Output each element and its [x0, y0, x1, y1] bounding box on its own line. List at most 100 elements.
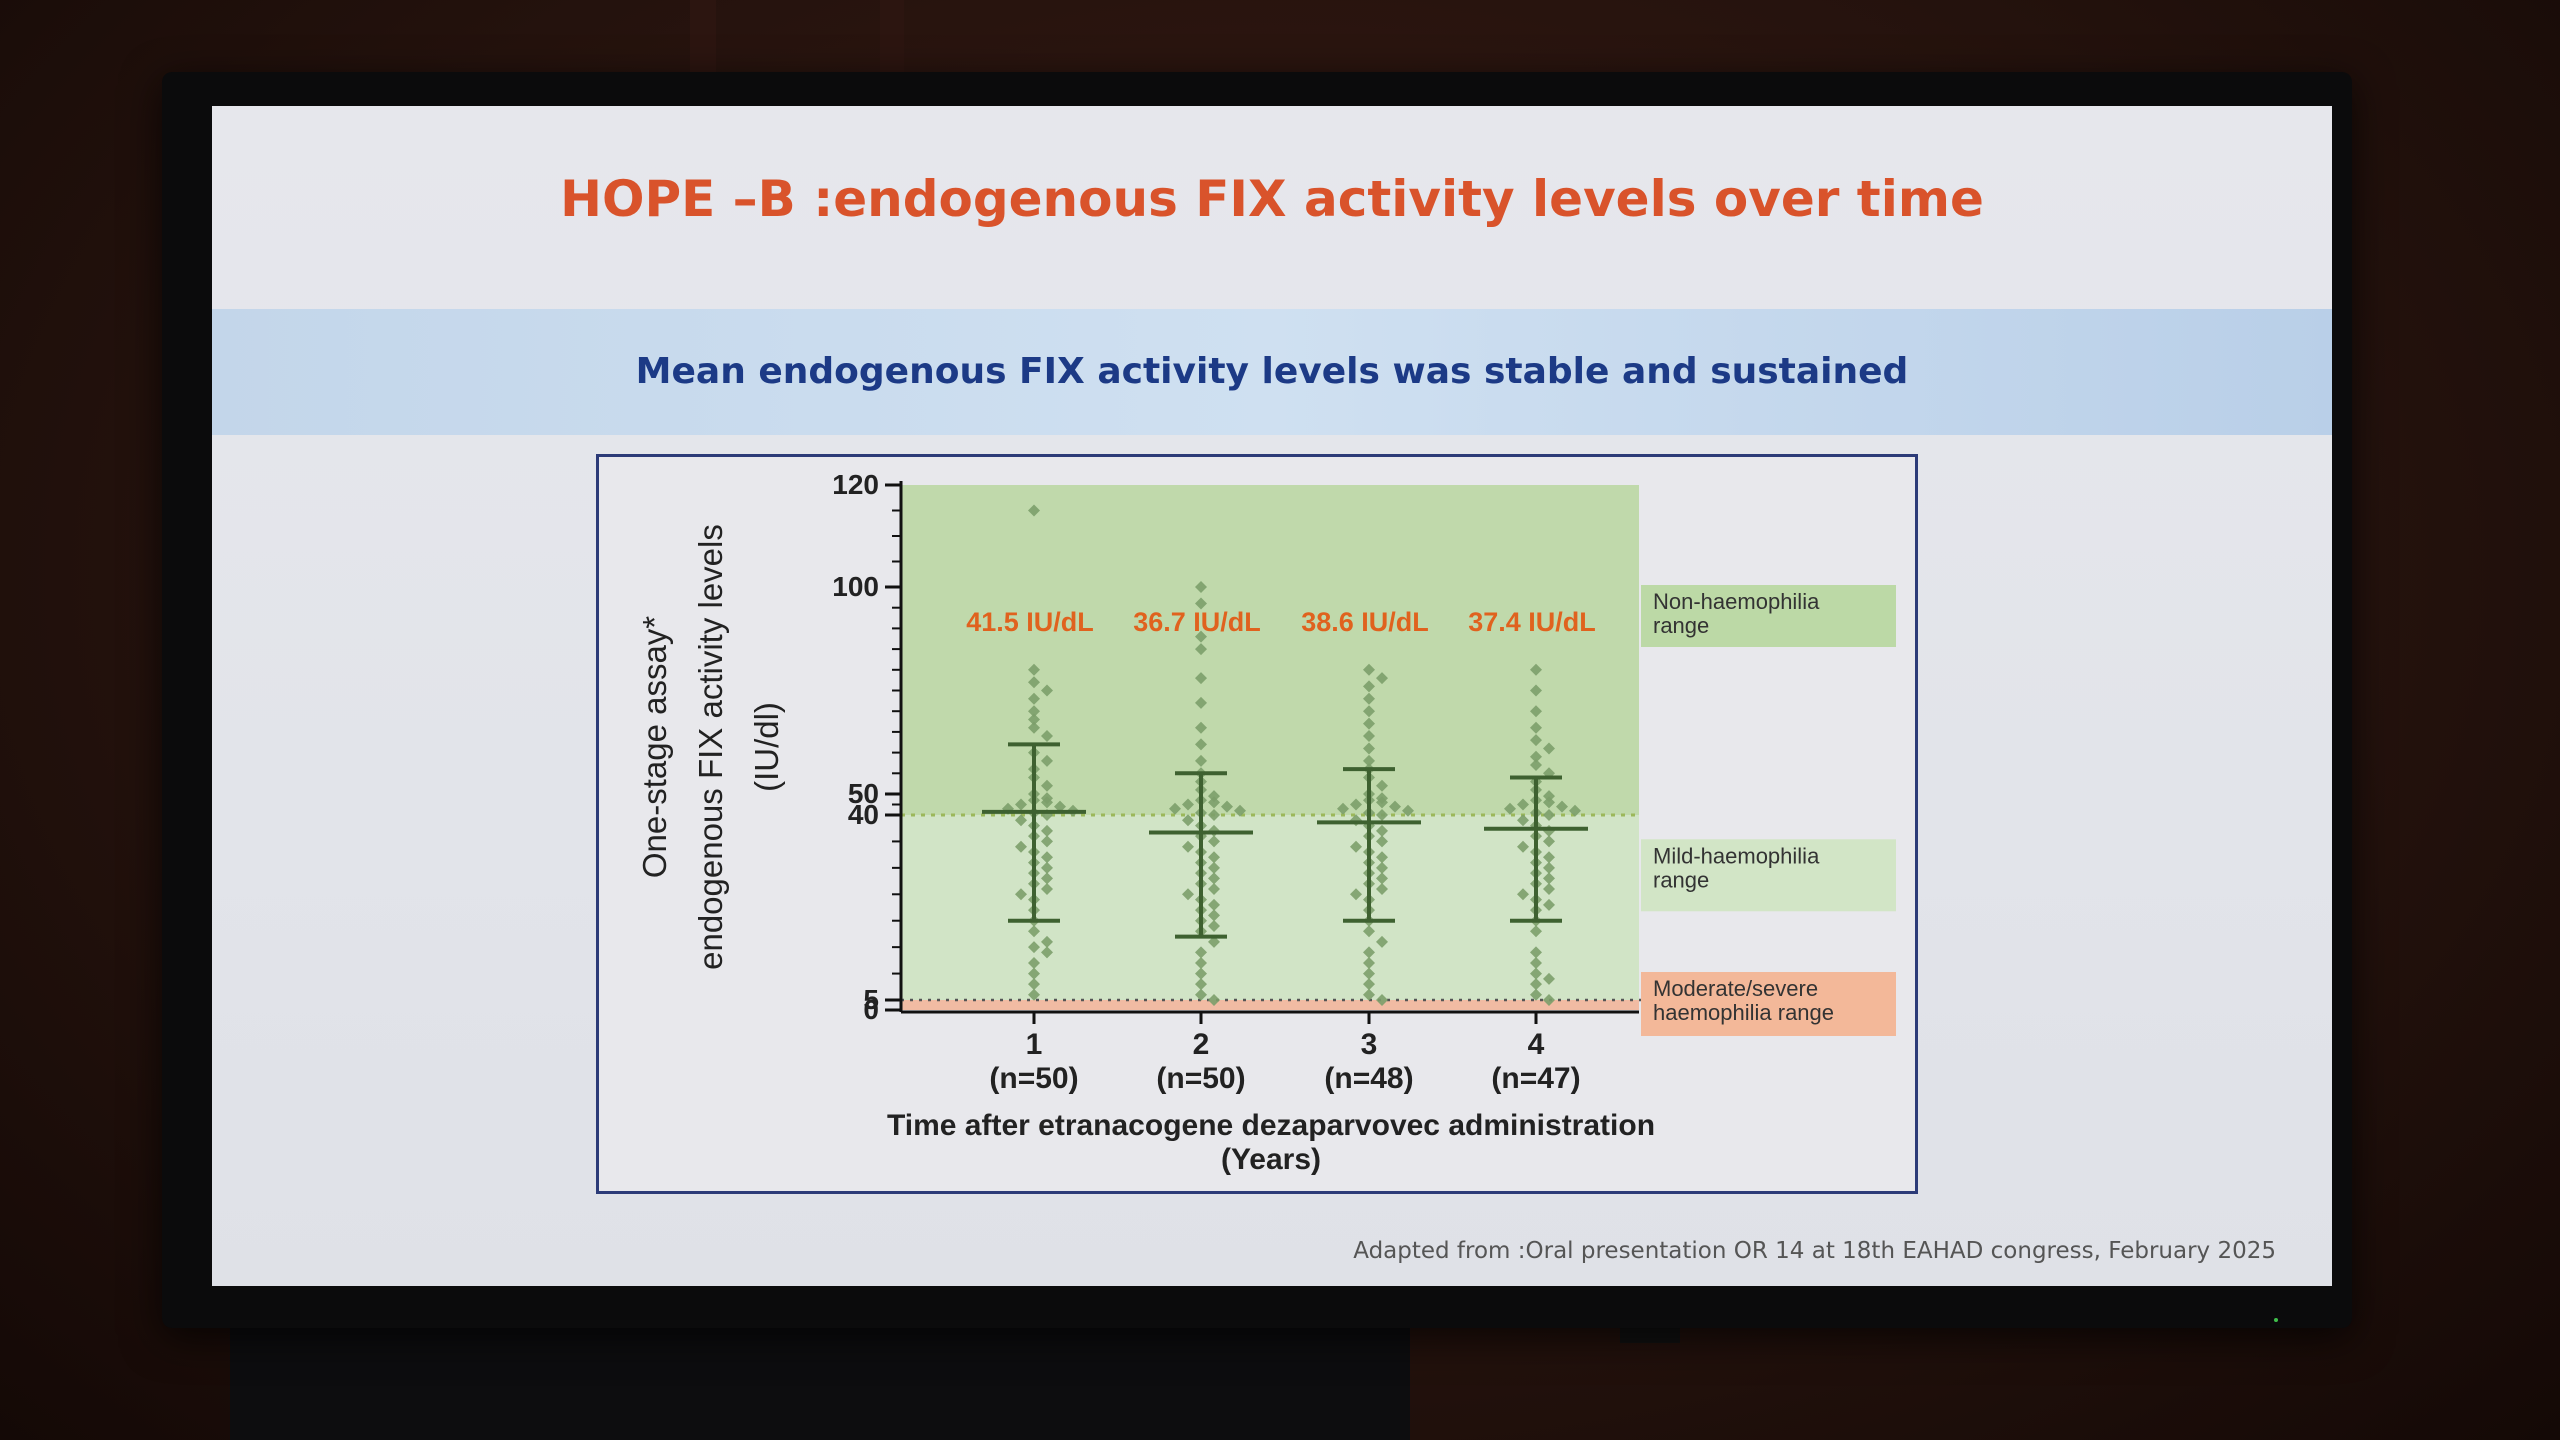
data-point: [1028, 663, 1040, 676]
data-point: [1543, 872, 1555, 885]
data-point: [1363, 663, 1375, 676]
data-point: [1195, 946, 1207, 959]
mean-value-label: 41.5 IU/dL: [966, 607, 1094, 637]
data-point: [1234, 804, 1246, 817]
x-tick-label: 2: [1193, 1028, 1210, 1061]
data-point: [1363, 742, 1375, 755]
slide-subtitle: Mean endogenous FIX activity levels was …: [635, 351, 1909, 392]
data-point: [1543, 790, 1555, 803]
data-point: [1376, 779, 1388, 792]
data-point: [1543, 898, 1555, 911]
mean-value-label: 37.4 IU/dL: [1468, 607, 1596, 637]
mean-value-label: 36.7 IU/dL: [1133, 607, 1261, 637]
x-tick-label: 4: [1528, 1028, 1545, 1061]
x-tick-n-label: (n=47): [1491, 1062, 1580, 1095]
data-point: [1182, 814, 1194, 827]
data-point: [1376, 861, 1388, 874]
data-point: [1208, 809, 1220, 821]
data-point: [1195, 957, 1207, 969]
data-point: [1517, 798, 1529, 811]
data-point: [1530, 734, 1542, 747]
data-point: [1363, 717, 1375, 730]
data-point: [1182, 798, 1194, 811]
data-point: [1350, 888, 1362, 901]
data-point: [1543, 796, 1555, 809]
data-point: [1028, 988, 1040, 1001]
x-tick-n-label: (n=48): [1324, 1062, 1413, 1095]
data-point: [1028, 504, 1040, 517]
data-point: [1195, 754, 1207, 767]
data-point: [1195, 597, 1207, 610]
data-point: [1015, 840, 1027, 853]
data-point: [1208, 851, 1220, 864]
x-tick-n-label: (n=50): [989, 1062, 1078, 1095]
slide-title: HOPE –B :endogenous FIX activity levels …: [560, 170, 1984, 228]
data-point: [1195, 738, 1207, 751]
slide-screen: HOPE –B :endogenous FIX activity levels …: [212, 106, 2332, 1286]
data-point: [1195, 967, 1207, 980]
data-point: [1363, 680, 1375, 693]
zone-label-box: [1641, 972, 1896, 1036]
data-point: [1530, 967, 1542, 980]
data-point: [1376, 851, 1388, 864]
data-point: [1195, 696, 1207, 709]
data-point: [1530, 663, 1542, 676]
data-point: [1517, 840, 1529, 853]
y-axis-label: (IU/dl): [748, 702, 785, 792]
zone-label-text: Mild-haemophilia: [1653, 843, 1820, 868]
data-point: [1363, 705, 1375, 718]
data-point: [1337, 802, 1349, 815]
zone-moderate-severe: [901, 1000, 1639, 1010]
monitor-foot: [1620, 1325, 1680, 1343]
data-point: [1041, 861, 1053, 874]
data-point: [1041, 883, 1053, 895]
zone-label-text: range: [1653, 613, 1709, 638]
data-point: [1041, 935, 1053, 948]
data-point: [1208, 883, 1220, 895]
data-point: [1028, 713, 1040, 726]
data-point: [1182, 840, 1194, 853]
data-point: [1208, 835, 1220, 848]
data-point: [1169, 802, 1181, 815]
data-point: [1376, 935, 1388, 948]
data-point: [1028, 941, 1040, 954]
zone-mild-haemophilia: [901, 815, 1639, 1000]
data-point: [1028, 925, 1040, 938]
data-point: [1041, 946, 1053, 959]
y-tick-label: 100: [832, 571, 879, 602]
data-point: [1543, 851, 1555, 864]
data-point: [1041, 824, 1053, 837]
data-point: [1530, 759, 1542, 772]
data-point: [1517, 888, 1529, 901]
y-tick-label: 5: [863, 984, 879, 1015]
data-point: [1543, 742, 1555, 755]
data-point: [1195, 988, 1207, 1001]
data-point: [1015, 814, 1027, 827]
y-tick-label: 0: [863, 994, 879, 1025]
data-point: [1376, 809, 1388, 821]
data-point: [1041, 851, 1053, 864]
data-point: [1376, 672, 1388, 685]
chart-frame: Non-haemophilia range Mild-haemophilia rang…: [596, 454, 1918, 1194]
data-point: [1517, 814, 1529, 827]
data-point: [1363, 978, 1375, 991]
data-point: [1208, 861, 1220, 874]
data-point: [1208, 920, 1220, 932]
data-point: [1363, 967, 1375, 980]
data-point: [1363, 730, 1375, 743]
data-point: [1195, 672, 1207, 685]
y-tick-label: 40: [848, 799, 879, 830]
data-point: [1195, 643, 1207, 656]
y-axis-label: endogenous FIX activity levels: [692, 524, 729, 970]
data-point: [1041, 872, 1053, 885]
zone-label-text: Moderate/severe: [1653, 976, 1818, 1001]
data-point: [1543, 809, 1555, 821]
data-point: [1363, 988, 1375, 1001]
data-point: [1376, 796, 1388, 809]
data-point: [1208, 909, 1220, 922]
data-point: [1569, 804, 1581, 817]
data-point: [1041, 835, 1053, 848]
data-point: [1041, 730, 1053, 743]
data-point: [1530, 957, 1542, 969]
data-point: [1363, 754, 1375, 767]
